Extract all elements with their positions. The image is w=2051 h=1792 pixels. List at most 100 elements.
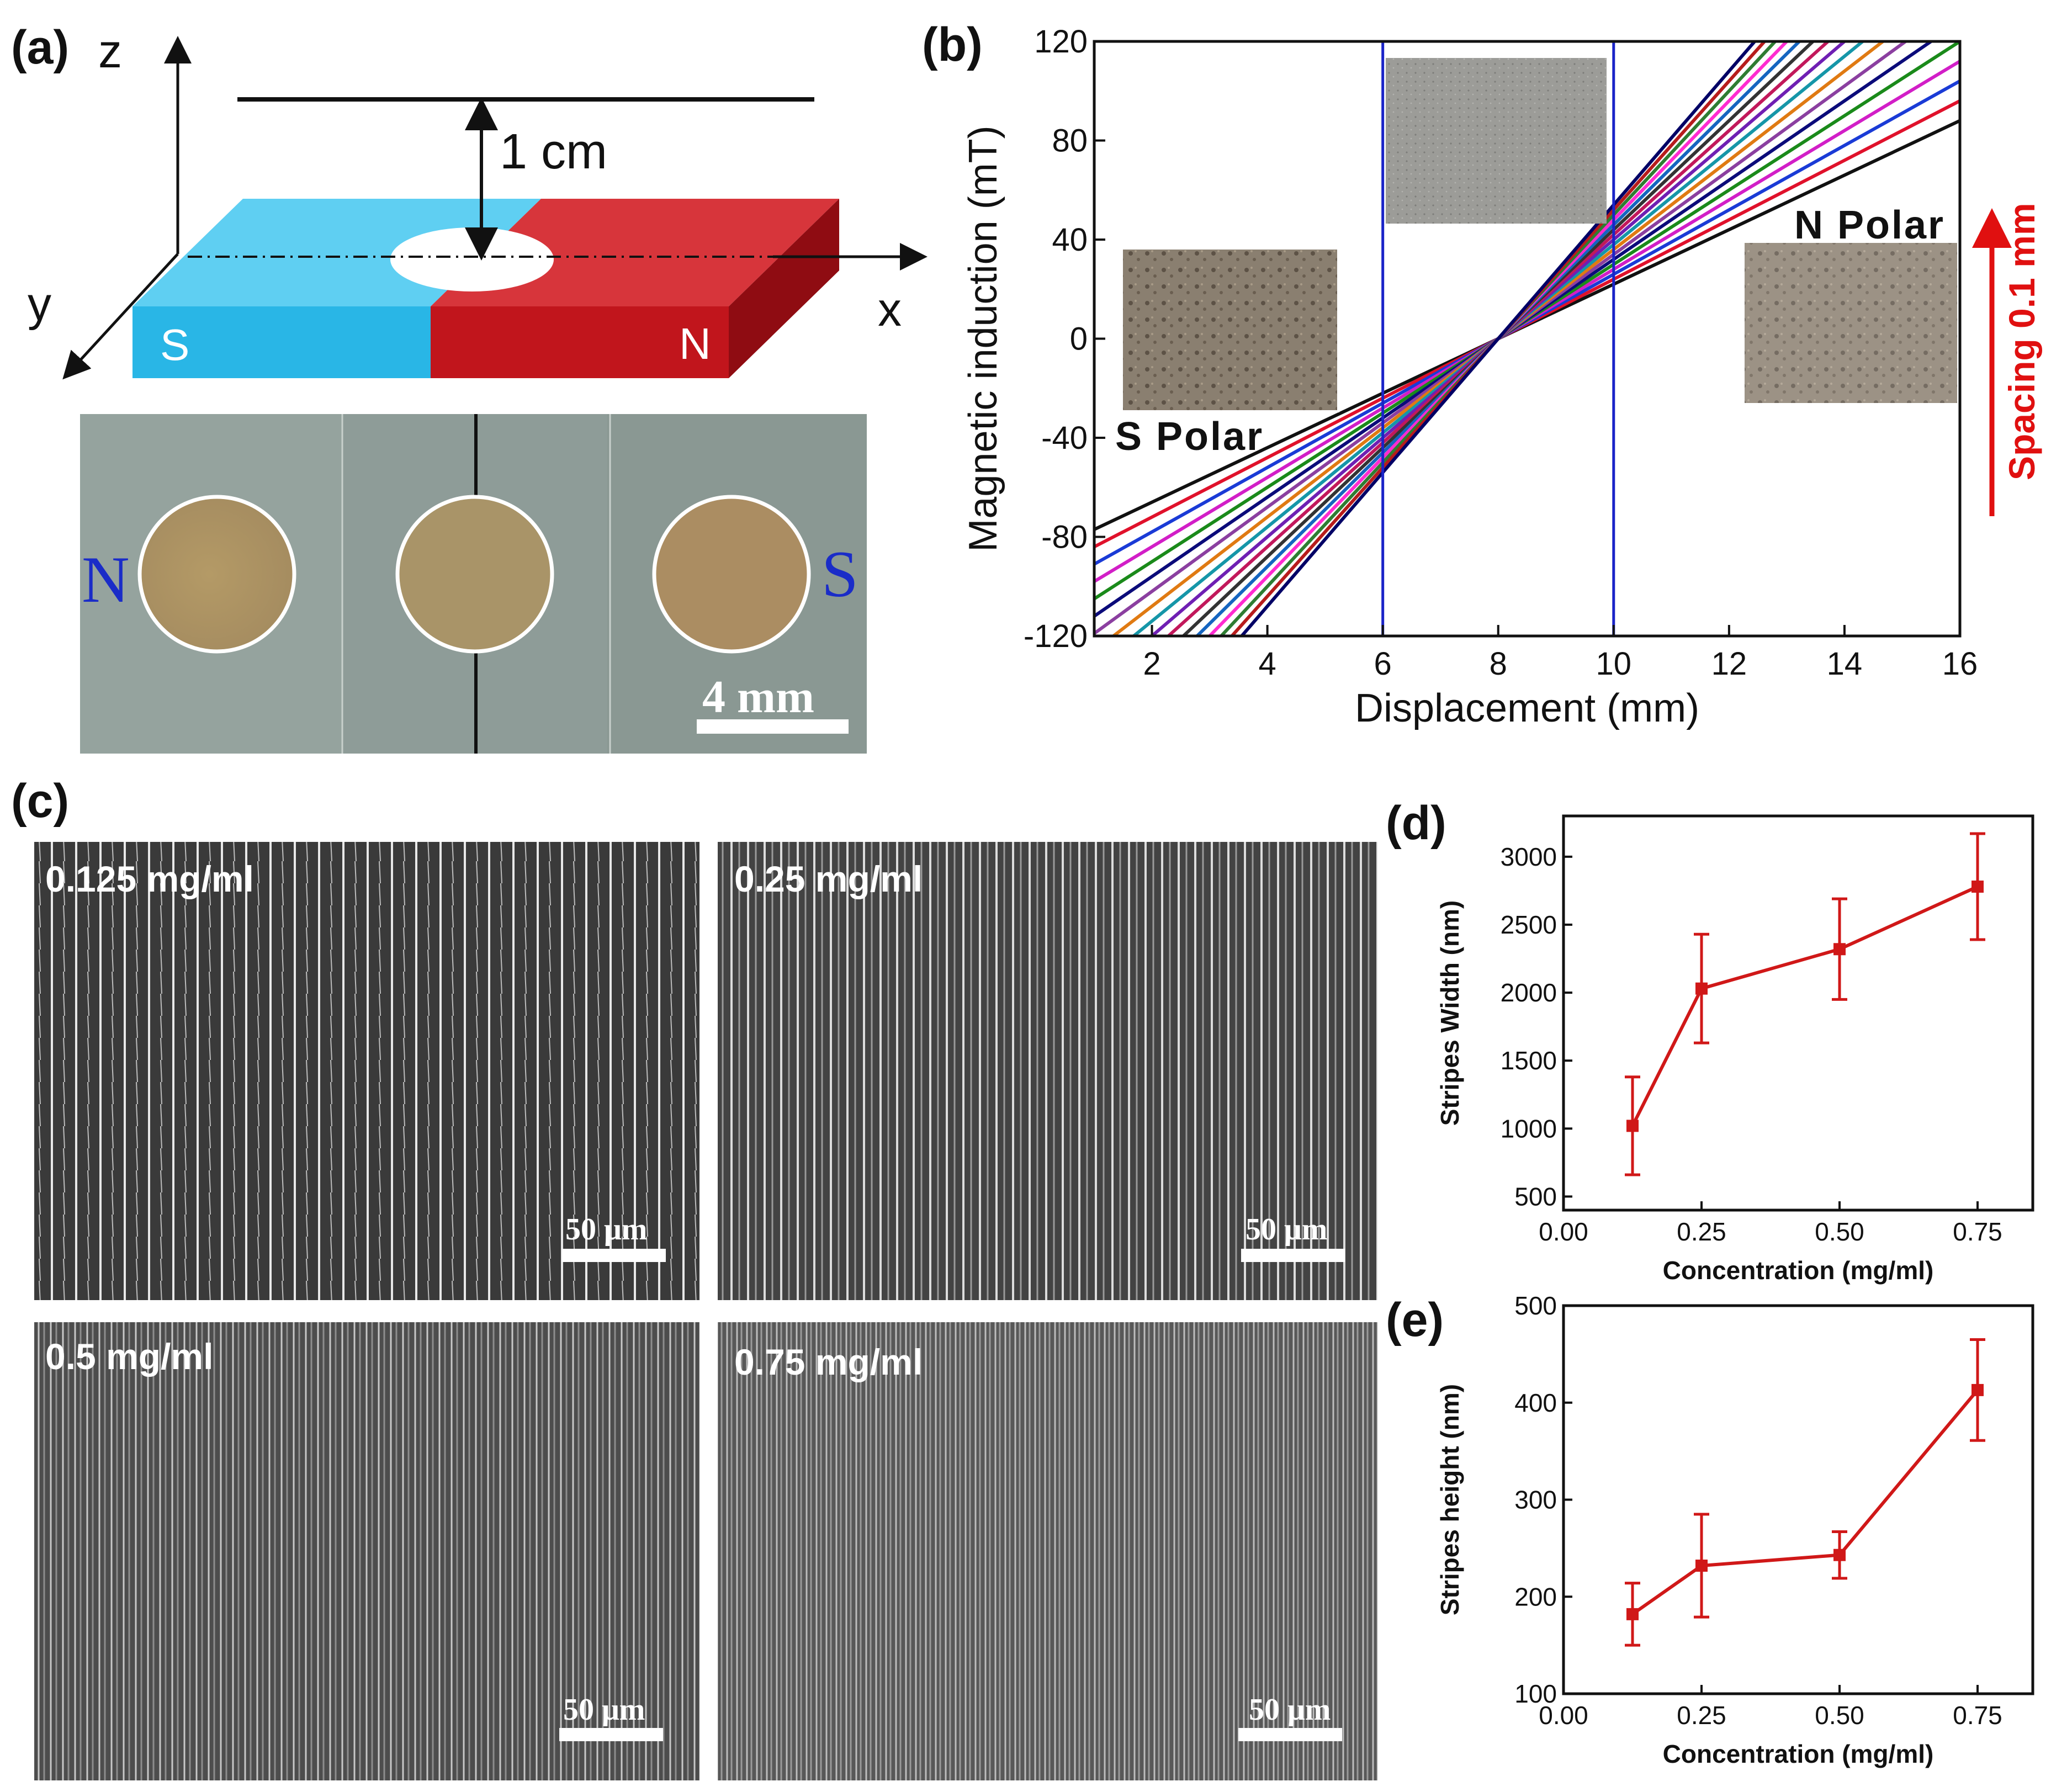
sem-label-025: 0.25 mg/ml — [734, 858, 923, 899]
sem-scale-label-05: 50 μm — [563, 1693, 645, 1727]
y-tick-label: 400 — [1514, 1388, 1557, 1417]
sem-scale-label-025: 50 μm — [1246, 1212, 1327, 1247]
e-chart-x-title: Concentration (mg/ml) — [1663, 1740, 1934, 1768]
x-tick-label: 16 — [1942, 646, 1978, 682]
field-curve-16 — [1239, 41, 1757, 636]
panel-b: (b) 2 4 6 8 10 12 14 16 -120 -80 -40 0 40 80 120 Displa… — [922, 18, 2042, 730]
d-chart-y-title: Stripes Width (nm) — [1435, 900, 1464, 1126]
droplet-left — [137, 495, 296, 654]
n-polar-label: N Polar — [1794, 203, 1945, 247]
sem-image-0125 — [34, 842, 699, 1300]
y-tick-label: 40 — [1052, 222, 1088, 258]
sem-image-075 — [718, 1322, 1377, 1780]
sem-scale-label-0125: 50 μm — [565, 1212, 647, 1247]
data-point — [1695, 1560, 1708, 1572]
y-tick-label: 500 — [1514, 1291, 1557, 1320]
photo-s-label: S — [822, 537, 858, 611]
panel-c-label: (c) — [11, 775, 69, 828]
data-point — [1833, 1549, 1846, 1561]
sem-label-05: 0.5 mg/ml — [45, 1336, 213, 1377]
sem-scale-label-075: 50 μm — [1249, 1693, 1331, 1727]
y-tick-label: 80 — [1052, 123, 1088, 159]
droplet-right — [652, 495, 811, 654]
x-tick-label: 0.75 — [1953, 1217, 2002, 1246]
distance-label: 1 cm — [500, 124, 607, 179]
x-tick-label: 6 — [1374, 646, 1392, 682]
data-point — [1626, 1608, 1639, 1620]
sem-label-0125: 0.125 mg/ml — [45, 858, 254, 899]
north-pole-block — [431, 306, 729, 378]
x-axis-title: Displacement (mm) — [1355, 686, 1699, 730]
y-tick-label: 300 — [1514, 1486, 1557, 1514]
x-tick-label: 14 — [1827, 646, 1863, 682]
y-axis-label: y — [28, 278, 51, 331]
y-axis-title: Magnetic induction (mT) — [961, 125, 1005, 552]
y-tick-label: 0 — [1070, 321, 1088, 357]
y-tick-label: -40 — [1041, 420, 1088, 456]
inset-n-polar-micrograph — [1745, 243, 1957, 403]
panel-e: (e) 0.00 0.25 0.50 0.75 100 200 300 400 500 Conce… — [1386, 1291, 2034, 1768]
x-tick-label: 0.50 — [1815, 1701, 1864, 1730]
s-polar-label: S Polar — [1115, 415, 1264, 459]
x-tick-label: 0.25 — [1677, 1701, 1726, 1730]
data-point — [1833, 943, 1846, 956]
sample-spot — [390, 227, 554, 291]
inset-center-micrograph — [1386, 58, 1607, 224]
x-tick-label: 0.25 — [1677, 1217, 1726, 1246]
spacing-label: Spacing 0.1 mm — [2001, 203, 2042, 480]
x-tick-label: 2 — [1143, 646, 1160, 682]
panel-b-label: (b) — [922, 18, 983, 71]
x-axis-label: x — [878, 283, 902, 336]
sem-scale-bar-05 — [559, 1728, 663, 1741]
sem-image-025 — [718, 842, 1377, 1300]
x-tick-label: 0.50 — [1815, 1217, 1864, 1246]
sem-scale-bar-0125 — [562, 1249, 666, 1262]
x-tick-label: 0.00 — [1539, 1217, 1588, 1246]
d-chart-x-title: Concentration (mg/ml) — [1663, 1256, 1934, 1285]
y-tick-label: 3000 — [1501, 842, 1557, 871]
panel-d-label: (d) — [1386, 797, 1446, 850]
panel-c: (c) 0.125 mg/ml 0.25 mg/ml 0.5 mg/ml 0.7… — [11, 775, 1377, 1780]
north-side-face — [729, 199, 839, 378]
sem-scale-bar-025 — [1241, 1249, 1345, 1262]
panel-a: (a) z y x S N 1 cm N S 4 mm — [11, 21, 928, 754]
data-point — [1971, 881, 1984, 893]
photo-n-label: N — [82, 543, 130, 616]
data-point — [1971, 1383, 1984, 1396]
d-chart-frame — [1562, 814, 2034, 1212]
y-tick-label: 2500 — [1501, 910, 1557, 939]
panel-e-label: (e) — [1386, 1293, 1444, 1346]
sem-image-05 — [34, 1322, 699, 1780]
photo-scale-bar — [697, 719, 849, 734]
panel-d: (d) 0.00 0.25 0.50 0.75 500 1000 1500 2000 2500 3… — [1386, 797, 2034, 1285]
y-tick-label: 120 — [1034, 24, 1088, 60]
south-label: S — [160, 320, 189, 369]
sem-label-075: 0.75 mg/ml — [734, 1342, 923, 1382]
z-axis-label: z — [98, 25, 122, 78]
y-axis-arrow — [62, 253, 179, 380]
x-tick-label: 4 — [1258, 646, 1276, 682]
x-tick-label: 0.00 — [1539, 1701, 1588, 1730]
data-point — [1695, 982, 1708, 995]
y-tick-label: 2000 — [1501, 978, 1557, 1007]
e-chart-y-title: Stripes height (nm) — [1435, 1384, 1464, 1615]
x-tick-label: 8 — [1490, 646, 1507, 682]
y-tick-label: -80 — [1041, 519, 1088, 555]
d-chart-series-line — [1631, 885, 1979, 1127]
y-tick-label: 100 — [1514, 1679, 1557, 1708]
field-curves — [1094, 41, 1960, 636]
panel-a-label: (a) — [11, 21, 69, 74]
x-tick-label: 0.75 — [1953, 1701, 2002, 1730]
y-tick-label: 200 — [1514, 1582, 1557, 1611]
north-label: N — [679, 319, 711, 368]
inset-s-polar-micrograph — [1122, 248, 1338, 411]
droplet-center — [395, 495, 554, 654]
photo-scale-label: 4 mm — [702, 671, 814, 723]
y-tick-label: -120 — [1024, 618, 1088, 654]
data-point — [1626, 1120, 1639, 1132]
y-tick-label: 1500 — [1501, 1046, 1557, 1075]
y-tick-label: 1000 — [1501, 1114, 1557, 1143]
sem-scale-bar-075 — [1238, 1728, 1342, 1741]
south-pole-block — [133, 306, 431, 378]
